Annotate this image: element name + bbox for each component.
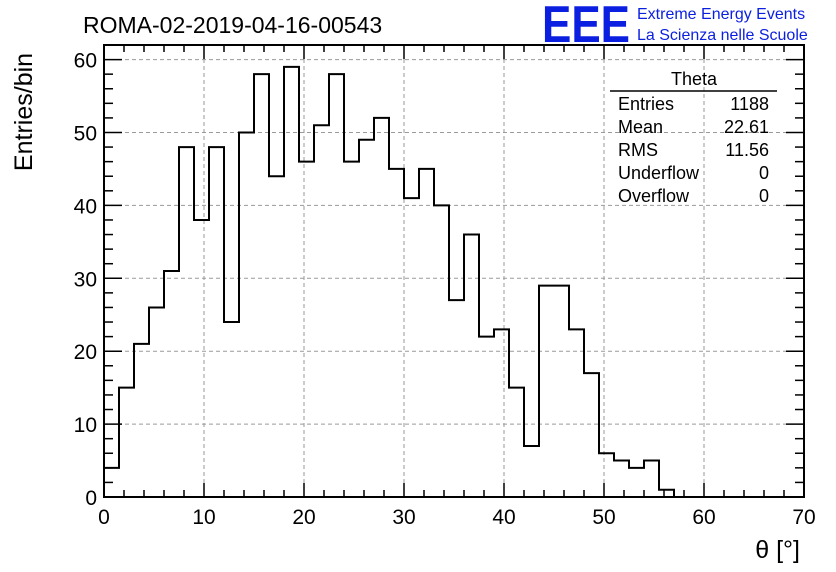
y-tick-label: 10: [74, 414, 97, 437]
stats-row-value: 1188: [730, 94, 769, 114]
x-axis-label: θ [°]: [755, 536, 800, 564]
x-tick-label: 40: [492, 506, 515, 529]
axis-ticks: [103, 44, 805, 498]
grid: [104, 45, 804, 497]
x-tick-label: 70: [792, 506, 815, 529]
stats-row-value: 0: [759, 186, 769, 206]
x-tick-label: 60: [692, 506, 715, 529]
stats-row-value: 22.61: [724, 117, 769, 137]
stats-row-label: Underflow: [618, 163, 700, 183]
plot-frame: [103, 44, 805, 498]
y-tick-label: 20: [74, 341, 97, 364]
histogram-series: [103, 65, 675, 497]
stats-row-label: Mean: [618, 117, 663, 137]
tick-labels: 0 10 20 30 40 50 60 70 0 10 20 30 40 50 60: [74, 50, 816, 529]
y-tick-label: 0: [85, 487, 97, 510]
stats-row-label: Entries: [618, 94, 674, 114]
stats-box: Theta Entries 1188 Mean 22.61 RMS 11.56 Underf…: [610, 69, 777, 206]
y-tick-label: 40: [74, 195, 97, 218]
stats-title: Theta: [671, 69, 718, 89]
stats-row-value: 0: [759, 163, 769, 183]
x-tick-label: 10: [192, 506, 215, 529]
stats-row-label: RMS: [618, 140, 658, 160]
x-tick-label: 30: [392, 506, 415, 529]
y-tick-label: 50: [74, 122, 97, 145]
stats-row-label: Overflow: [618, 186, 690, 206]
x-tick-label: 50: [592, 506, 615, 529]
logo-line-1: Extreme Energy Events: [637, 6, 805, 23]
logo-line-2: La Scienza nelle Scuole: [637, 27, 808, 44]
logo-mark: EEE: [542, 0, 630, 54]
y-tick-label: 30: [74, 268, 97, 291]
stats-rows: Entries 1188 Mean 22.61 RMS 11.56 Underflow 0 Ov…: [618, 94, 769, 206]
y-tick-label: 60: [74, 50, 97, 73]
stats-row-value: 11.56: [725, 140, 769, 160]
y-axis-label: Entries/bin: [10, 53, 38, 171]
x-tick-label: 20: [292, 506, 315, 529]
eee-logo: EEE Extreme Energy Events La Scienza nel…: [542, 0, 808, 54]
x-tick-label: 0: [98, 506, 110, 529]
chart-title: ROMA-02-2019-04-16-00543: [83, 12, 382, 38]
